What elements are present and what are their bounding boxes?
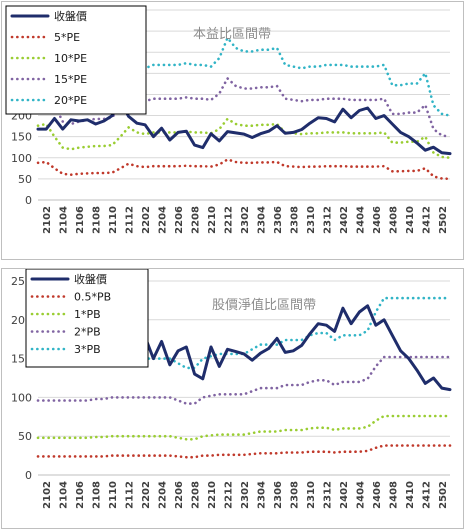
pb-series-line-3 [36, 355, 452, 405]
pb-legend-label: 3*PB [74, 343, 101, 356]
pb-legend-label: 1*PB [74, 308, 101, 321]
pb-x-tick-label: 2206 [174, 481, 185, 509]
pe-x-tick-label: 2402 [339, 206, 350, 234]
pe-series-line-3 [36, 77, 452, 138]
pb-x-tick-label: 2112 [125, 481, 136, 509]
pe-x-tick-label: 2312 [322, 206, 333, 234]
pb-x-tick-label: 2212 [224, 481, 235, 509]
pe-x-tick-label: 2106 [75, 206, 86, 234]
pb-legend-label: 0.5*PB [74, 291, 111, 304]
pb-x-tick-label: 2402 [339, 481, 350, 509]
pb-legend-label: 收盤價 [74, 272, 107, 286]
pe-x-tick-label: 2104 [59, 206, 70, 234]
pb-x-tick-label: 2110 [108, 481, 119, 509]
pb-x-tick-label: 2210 [207, 481, 218, 509]
pe-x-tick-label: 2208 [191, 206, 202, 234]
pb-x-tick-label: 2302 [240, 481, 251, 509]
pb-x-tick-label: 2412 [421, 481, 432, 509]
pe-legend-label: 15*PE [54, 73, 87, 86]
pb-x-tick-label: 2406 [372, 481, 383, 509]
pe-x-tick-label: 2108 [92, 206, 103, 234]
pe-x-tick-label: 2302 [240, 206, 251, 234]
pe-x-tick-label: 2204 [158, 206, 169, 234]
pb-legend-label: 2*PB [74, 326, 101, 339]
pe-band-chart: 0501001502002503003504004502102210421062… [5, 4, 452, 234]
pe-x-tick-label: 2310 [306, 206, 317, 234]
pe-series-line-0 [36, 99, 452, 156]
pe-legend-label: 收盤價 [54, 9, 87, 23]
pe-legend-label: 10*PE [54, 52, 87, 65]
pb-x-tick-label: 2306 [273, 481, 284, 509]
pb-x-tick-label: 2410 [405, 481, 416, 509]
pb-series-line-2 [36, 414, 452, 441]
pe-series-line-1 [36, 158, 452, 181]
pe-series-line-2 [36, 117, 452, 160]
pb-x-tick-label: 2106 [75, 481, 86, 509]
pb-x-tick-label: 2308 [289, 481, 300, 509]
pb-legend-box [25, 269, 149, 368]
pe-x-tick-label: 2404 [355, 206, 366, 234]
pb-series-line-1 [36, 444, 452, 459]
pe-y-tick-label: 150 [11, 131, 32, 144]
pe-chart-title: 本益比區間帶 [193, 27, 271, 42]
pe-y-tick-label: 0 [25, 194, 32, 207]
pb-band-chart-panel: 0 50 100 150 200 250 2102 2104 2106 2108 2110 2112 2… [1, 268, 464, 529]
pe-x-tick-label: 2110 [108, 206, 119, 234]
pe-x-tick-label: 2212 [224, 206, 235, 234]
pb-x-tick-label: 2312 [322, 481, 333, 509]
pe-y-tick-label: 100 [11, 152, 32, 165]
pe-x-tick-label: 2408 [388, 206, 399, 234]
pb-x-tick-label: 2108 [92, 481, 103, 509]
pe-legend-label: 5*PE [54, 31, 80, 44]
pb-x-tick-label: 2404 [355, 481, 366, 509]
pe-x-tick-label: 2102 [42, 206, 53, 234]
pe-band-chart-panel: 0501001502002503003504004502102210421062… [1, 1, 464, 260]
pb-chart-title: 股價淨值比區間帶 [212, 297, 316, 313]
pb-x-tick-label: 2204 [158, 481, 169, 509]
pe-x-tick-label: 2112 [125, 206, 136, 234]
pe-y-tick-label: 50 [18, 173, 32, 186]
pb-x-tick-label: 2102 [42, 481, 53, 509]
pb-y-tick-label: 50 [18, 430, 32, 443]
pb-x-tick-label: 2310 [306, 481, 317, 509]
pe-x-tick-label: 2202 [141, 206, 152, 234]
pb-x-tick-label: 2104 [59, 481, 70, 509]
pe-legend-box [5, 5, 147, 115]
pe-x-tick-label: 2410 [405, 206, 416, 234]
pe-x-tick-label: 2406 [372, 206, 383, 234]
pb-x-tick-label: 2408 [388, 481, 399, 509]
pb-y-tick-label: 100 [11, 391, 32, 404]
pe-x-tick-label: 2308 [289, 206, 300, 234]
pe-legend-label: 20*PE [54, 94, 87, 107]
pb-y-tick-label: 0 [25, 469, 32, 482]
pb-x-tick-label: 2502 [438, 481, 449, 509]
pb-x-tick-label: 2208 [191, 481, 202, 509]
pb-x-tick-label: 2202 [141, 481, 152, 509]
pe-x-tick-label: 2210 [207, 206, 218, 234]
pe-x-tick-label: 2304 [256, 206, 267, 234]
pe-x-tick-label: 2412 [421, 206, 432, 234]
pb-x-tick-label: 2304 [256, 481, 267, 509]
pe-x-tick-label: 2206 [174, 206, 185, 234]
pe-x-tick-label: 2502 [438, 206, 449, 234]
pe-x-tick-label: 2306 [273, 206, 284, 234]
